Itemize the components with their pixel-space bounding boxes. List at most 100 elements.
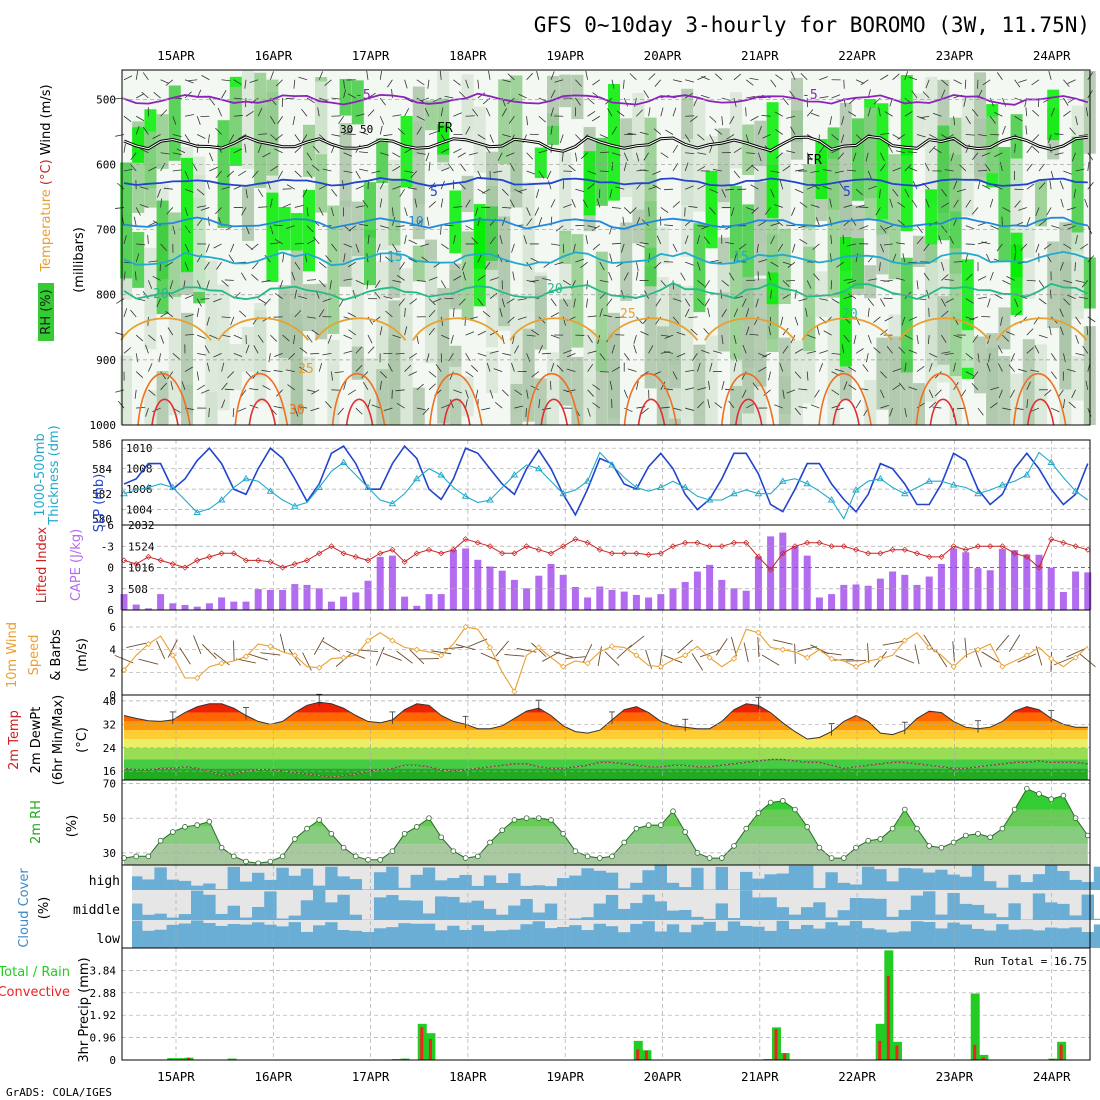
wind-barb [391, 89, 393, 99]
rh-shade-cell [656, 226, 669, 265]
lifted-index-point [596, 546, 603, 553]
wind-barb [850, 217, 857, 226]
rh-point [682, 829, 688, 835]
wind-barb [115, 207, 125, 209]
date-label-bottom: 24APR [1033, 1069, 1071, 1084]
wind-barb [136, 243, 146, 246]
wind-barb [883, 279, 893, 282]
wind-barb [1071, 152, 1076, 162]
contour-label: 25 [298, 362, 314, 377]
rh-contour-label: 30 [340, 123, 353, 136]
wind-barb [989, 402, 998, 409]
wind-barb [592, 243, 601, 251]
wind-barb [511, 362, 515, 372]
wind-barb [1026, 381, 1031, 390]
precip-convective-bar [774, 1029, 778, 1060]
lifted-index-point [670, 543, 676, 550]
cloud-cell [227, 866, 240, 890]
thickness-point [461, 492, 470, 499]
wind-barb [392, 114, 402, 117]
wind-barb [530, 257, 539, 263]
wind-barb [306, 334, 313, 343]
wind-barb [806, 371, 809, 381]
date-label-top: 17APR [352, 48, 390, 63]
wind-barb [957, 188, 966, 193]
temp-axis-label-2: 2m DewPt [29, 707, 44, 774]
cloud-cell [349, 914, 362, 920]
rh-shade-cell [388, 338, 401, 425]
wind-barb [819, 96, 829, 99]
rh-point [170, 829, 176, 835]
precip-tick-label: 0 [109, 1054, 116, 1067]
cloud-cell [215, 913, 228, 920]
wind-barb [774, 404, 783, 409]
wind-barb [1087, 181, 1094, 190]
temp-band [124, 738, 1088, 748]
lifted-index-point [548, 550, 554, 557]
wind-barb [831, 148, 840, 154]
cloud-cell [715, 866, 728, 890]
wind-barb [599, 170, 609, 172]
wind-barb [755, 298, 759, 308]
cape-bar [962, 552, 970, 610]
temperature-contour-35 [248, 398, 277, 426]
cape-bar [242, 601, 250, 610]
wind-barb [848, 97, 857, 105]
wind-barb [1026, 163, 1033, 172]
wind-barb [542, 407, 552, 411]
wind-barb [135, 207, 141, 216]
wind-barb [209, 152, 214, 162]
wind-barb [176, 148, 186, 154]
wind-barb [1063, 170, 1072, 175]
wind-barb [880, 371, 888, 379]
wind-barb [525, 408, 527, 418]
wind-barb [209, 334, 218, 340]
wind-barb [761, 115, 771, 117]
cloud-cell [178, 914, 192, 920]
rh-point [450, 848, 457, 854]
cloud-cell [898, 867, 911, 890]
wind-barb [623, 207, 632, 214]
wind-barb [770, 261, 779, 267]
rh-line [123, 788, 1089, 864]
wind-barb [366, 280, 369, 290]
wind-barb [742, 344, 747, 354]
wind-barb [609, 253, 613, 263]
temp-axis-label-3: (6hr Min/Max) [51, 695, 66, 785]
wind-barb [1032, 134, 1040, 142]
wind-barb [245, 189, 248, 199]
temperature-contour-25 [509, 317, 601, 341]
rh-shade-cell [254, 72, 267, 186]
wind-speed-point [145, 640, 152, 648]
wind-barb [580, 152, 588, 160]
wind-barb [327, 334, 332, 344]
wind-barb [751, 207, 759, 214]
wind-barb [167, 371, 174, 380]
wind-barb [843, 278, 853, 281]
wind-barb [152, 134, 161, 139]
wind-barb [359, 168, 369, 172]
rh-shade-cell [559, 230, 572, 265]
wind-barb [215, 207, 222, 215]
wind-barb [523, 235, 527, 245]
cloud-cell [947, 892, 960, 920]
rh-shade-cell [461, 231, 474, 320]
wind-barb [355, 113, 365, 117]
cape-bar [364, 580, 372, 610]
cloud-cell [618, 932, 631, 948]
wind-speed-point [852, 663, 860, 670]
wind-barb [355, 407, 363, 415]
rh-shade-cell [278, 290, 291, 371]
freezing-level-label: FR [806, 153, 822, 168]
wind-barb [257, 298, 267, 304]
wind-barb [550, 380, 552, 390]
rh-shade-cell [473, 106, 486, 173]
thickness-point [876, 474, 885, 482]
rh-legend-label: RH (%) [39, 289, 54, 334]
wind-barb [812, 243, 820, 251]
cloud-cell [374, 897, 387, 920]
wind-barb [848, 293, 857, 299]
wind-barb [270, 71, 274, 80]
date-label-bottom: 20APR [644, 1069, 682, 1084]
wind-barb [977, 79, 979, 89]
